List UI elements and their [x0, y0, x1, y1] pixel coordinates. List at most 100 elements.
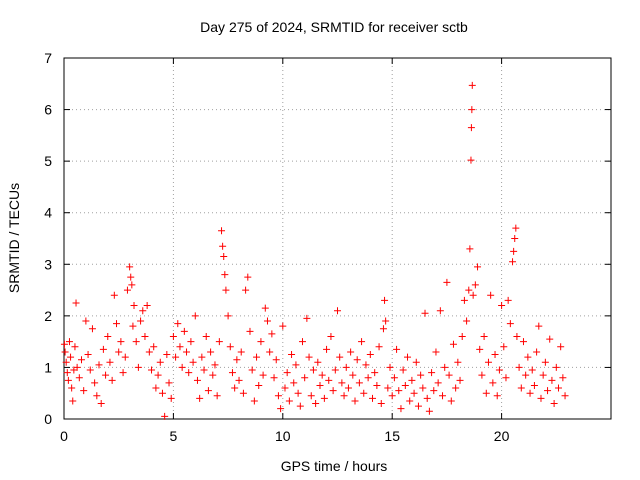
- data-point: [484, 358, 492, 366]
- data-point: [340, 392, 348, 400]
- data-point: [263, 317, 271, 325]
- data-point: [414, 402, 422, 410]
- data-point: [478, 371, 486, 379]
- data-point: [242, 286, 250, 294]
- data-point: [393, 345, 401, 353]
- data-point: [533, 348, 541, 356]
- data-point: [139, 307, 147, 315]
- data-point: [526, 389, 534, 397]
- data-point: [193, 376, 201, 384]
- data-point: [277, 405, 285, 413]
- data-point: [318, 371, 326, 379]
- data-point: [371, 369, 379, 377]
- data-point: [97, 400, 105, 408]
- grid-lines: [64, 58, 611, 419]
- data-point: [99, 345, 107, 353]
- data-point: [207, 348, 215, 356]
- data-point: [524, 353, 532, 361]
- data-point: [401, 381, 409, 389]
- data-point: [375, 343, 383, 351]
- data-point: [491, 351, 499, 359]
- data-point: [161, 412, 169, 420]
- data-point: [274, 392, 282, 400]
- data-point: [185, 369, 193, 377]
- data-point: [334, 307, 341, 315]
- data-point: [65, 338, 73, 346]
- data-point: [386, 363, 394, 371]
- data-point: [468, 81, 476, 89]
- data-point: [510, 247, 518, 255]
- data-point: [522, 371, 530, 379]
- data-point: [449, 340, 457, 348]
- data-point: [419, 384, 427, 392]
- data-point: [75, 374, 83, 382]
- data-point: [298, 338, 306, 346]
- data-point: [198, 353, 206, 361]
- data-point: [561, 392, 569, 400]
- data-point: [95, 361, 103, 369]
- y-tick-label: 2: [44, 308, 52, 324]
- data-point: [228, 369, 236, 377]
- data-point: [552, 363, 560, 371]
- data-point: [447, 397, 455, 405]
- data-point: [279, 322, 287, 330]
- data-point: [244, 273, 252, 281]
- data-point: [307, 392, 315, 400]
- data-point: [559, 374, 567, 382]
- data-point: [511, 235, 519, 242]
- data-point: [366, 351, 374, 359]
- y-axis-title: SRMTID / TECUs: [6, 183, 22, 293]
- data-point: [351, 397, 359, 405]
- data-point: [167, 394, 175, 402]
- data-point: [557, 343, 565, 351]
- data-point: [353, 356, 361, 364]
- x-tick-label: 0: [60, 428, 68, 444]
- data-point: [439, 392, 447, 400]
- data-point: [460, 296, 468, 304]
- data-point: [215, 338, 223, 346]
- data-point: [283, 369, 291, 377]
- y-tick-label: 6: [44, 102, 52, 118]
- data-point: [471, 281, 479, 289]
- data-point: [515, 363, 523, 371]
- data-point: [395, 387, 403, 395]
- data-point: [250, 397, 258, 405]
- data-point: [482, 389, 490, 397]
- data-point: [329, 387, 337, 395]
- data-point: [458, 332, 466, 340]
- data-point: [127, 273, 135, 281]
- data-point: [327, 332, 335, 340]
- data-point: [506, 320, 514, 328]
- data-point: [246, 327, 254, 335]
- data-point: [224, 312, 232, 320]
- data-point: [60, 340, 68, 348]
- data-point: [141, 332, 149, 340]
- data-points: [60, 81, 569, 420]
- data-point: [467, 156, 475, 164]
- data-point: [237, 348, 245, 356]
- data-point: [187, 338, 195, 346]
- data-point: [469, 291, 477, 299]
- data-point: [509, 258, 517, 266]
- data-point: [517, 384, 525, 392]
- x-tick-label: 10: [275, 428, 291, 444]
- data-point: [178, 363, 186, 371]
- data-point: [476, 345, 484, 353]
- data-point: [72, 299, 80, 307]
- data-point: [221, 271, 229, 279]
- data-point: [158, 389, 166, 397]
- data-point: [104, 332, 112, 340]
- data-point: [294, 389, 302, 397]
- data-point: [466, 245, 474, 253]
- data-point: [145, 348, 153, 356]
- x-tick-label: 20: [494, 428, 510, 444]
- data-point: [432, 348, 440, 356]
- data-point: [93, 392, 101, 400]
- data-point: [266, 348, 274, 356]
- data-point: [296, 402, 304, 410]
- data-point: [196, 394, 204, 402]
- data-point: [468, 106, 476, 114]
- data-point: [67, 353, 75, 361]
- data-point: [222, 286, 230, 294]
